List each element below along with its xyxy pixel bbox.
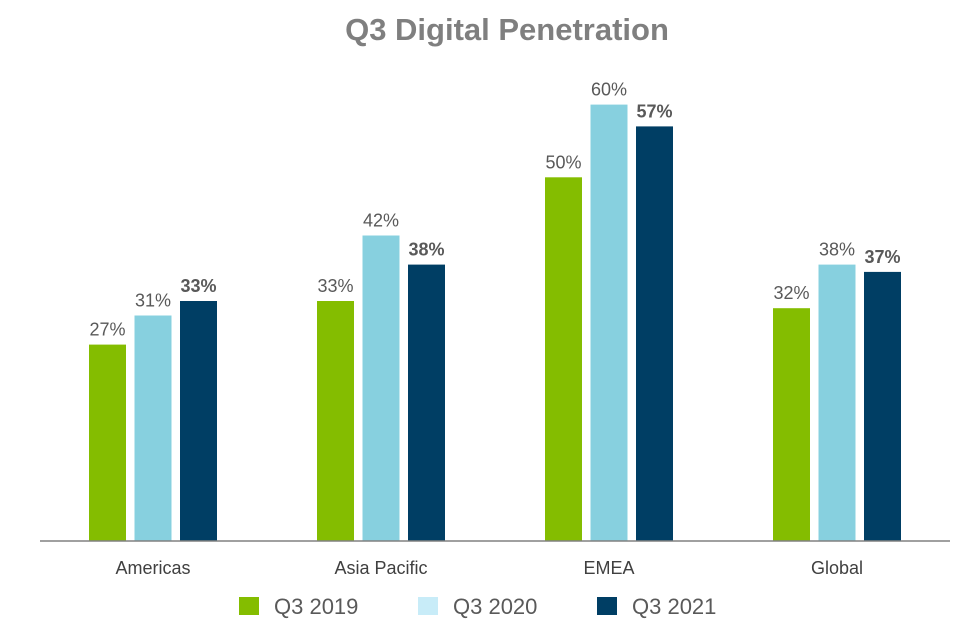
bar-emea-q3-2020 [590,104,628,541]
value-label: 50% [545,152,581,172]
legend-label-q3-2021: Q3 2021 [632,594,716,619]
bar-americas-q3-2019 [89,344,126,541]
value-label: 38% [819,240,855,260]
bar-asia-pacific-q3-2019 [317,301,354,541]
category-label-americas: Americas [115,558,190,578]
bar-emea-q3-2019 [545,177,582,542]
value-label: 33% [317,276,353,296]
legend-swatch-q3-2020 [418,597,438,615]
category-label-emea: EMEA [583,558,634,578]
value-label: 60% [591,80,627,100]
legend-swatch-q3-2021 [597,597,617,615]
bar-asia-pacific-q3-2020 [362,235,400,541]
value-label: 33% [180,276,216,296]
category-label-asia-pacific: Asia Pacific [334,558,427,578]
category-label-global: Global [811,558,863,578]
legend-swatch-q3-2019 [239,597,259,615]
value-labels-group: 27% 31% 33% 33% 42% 38% 50% 60% 57% 32% 38% 37% [89,80,900,340]
bar-global-q3-2020 [818,264,856,541]
chart-title: Q3 Digital Penetration [345,12,669,47]
bars-group [89,104,901,542]
value-label: 57% [636,101,672,121]
value-label: 31% [135,291,171,311]
value-label: 32% [773,283,809,303]
value-label: 42% [363,211,399,231]
bar-americas-q3-2021 [180,301,217,541]
value-label: 37% [864,247,900,267]
bar-global-q3-2019 [773,308,810,541]
value-label: 38% [408,240,444,260]
bar-asia-pacific-q3-2021 [408,264,445,541]
bar-emea-q3-2021 [636,126,673,542]
category-labels-group: Americas Asia Pacific EMEA Global [115,558,863,578]
value-label: 27% [89,320,125,340]
legend: Q3 2019 Q3 2020 Q3 2021 [239,594,716,619]
bar-americas-q3-2020 [134,315,172,541]
legend-label-q3-2020: Q3 2020 [453,594,537,619]
bar-global-q3-2021 [864,271,901,541]
legend-label-q3-2019: Q3 2019 [274,594,358,619]
